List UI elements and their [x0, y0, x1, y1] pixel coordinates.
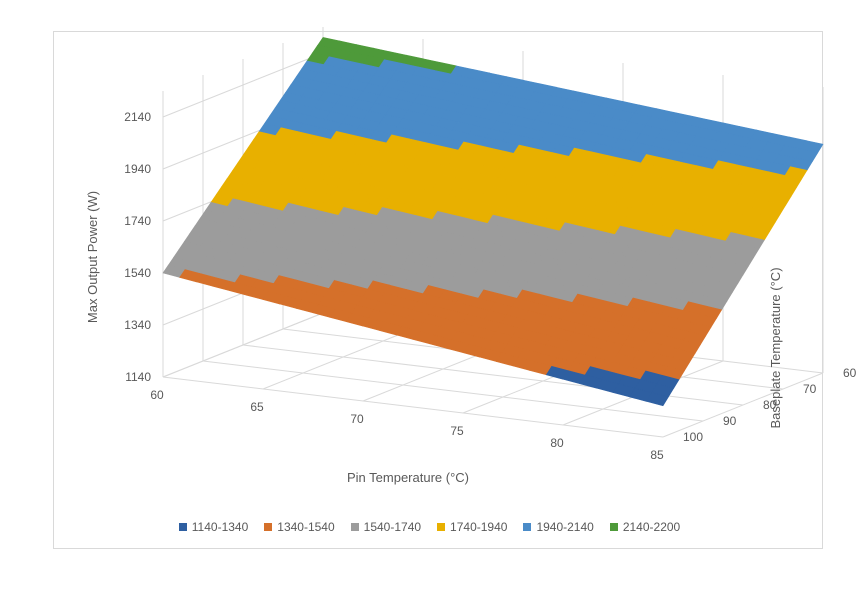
- legend-item: 1740-1940: [437, 520, 507, 534]
- wall-gridline: [162, 52, 324, 118]
- legend: 1140-1340 1340-1540 1540-1740 1740-1940 1940…: [0, 520, 859, 534]
- surface-cell: [645, 392, 669, 407]
- legend-item: 1940-2140: [523, 520, 594, 534]
- y-tick-label: 90: [723, 414, 737, 428]
- legend-swatch: [264, 523, 273, 531]
- legend-swatch: [437, 523, 446, 531]
- legend-item: 2140-2200: [609, 520, 681, 534]
- x-tick-label: 75: [450, 424, 464, 438]
- y-tick-label: 60: [843, 366, 857, 380]
- x-tick-label: 60: [150, 388, 164, 402]
- legend-label: 2140-2200: [622, 520, 681, 534]
- z-tick-label: 1540: [124, 266, 151, 280]
- legend-label: 1340-1540: [277, 520, 335, 534]
- x-tick-label: 65: [250, 400, 264, 414]
- legend-label: 1740-1940: [450, 520, 508, 534]
- z-tick-label: 2140: [124, 110, 151, 124]
- legend-label: 1140-1340: [191, 520, 249, 534]
- surface-bands: [162, 37, 824, 407]
- legend-item: 1540-1740: [350, 520, 422, 534]
- legend-swatch: [178, 523, 187, 531]
- y-tick-label: 100: [683, 430, 703, 444]
- z-tick-label: 1340: [124, 318, 151, 332]
- x-tick-label: 80: [550, 436, 564, 450]
- y-tick-label: 70: [803, 382, 817, 396]
- y-axis-title: Baseplate Temperature (°C): [768, 267, 783, 428]
- y-tick-label: 80: [763, 398, 777, 412]
- floor-gridline: [162, 376, 664, 438]
- floor-gridline: [202, 360, 704, 422]
- legend-label: 1940-2140: [536, 520, 594, 534]
- x-tick-label: 70: [350, 412, 364, 426]
- z-tick-label: 1740: [124, 214, 151, 228]
- x-axis-title: Pin Temperature (°C): [347, 470, 469, 485]
- z-tick-label: 1940: [124, 162, 151, 176]
- legend-label: 1540-1740: [363, 520, 422, 534]
- legend-item: 1340-1540: [264, 520, 335, 534]
- legend-swatch: [609, 523, 618, 531]
- legend-swatch: [350, 523, 359, 531]
- legend-swatch: [523, 523, 532, 531]
- x-tick-label: 85: [650, 448, 664, 462]
- legend-item: 1140-1340: [178, 520, 249, 534]
- tick-labels: 1140 1340 1540 1740 1940 2140 60 65 70 75 80 85 60 70…: [124, 110, 856, 462]
- wall-gridline: [162, 312, 324, 378]
- z-axis-title: Max Output Power (W): [85, 191, 100, 323]
- z-tick-label: 1140: [125, 370, 151, 384]
